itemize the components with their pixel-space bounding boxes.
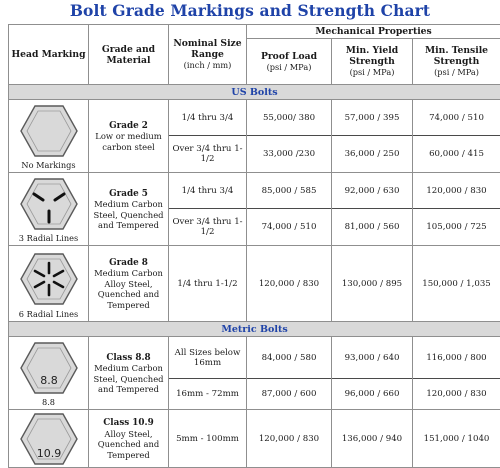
header-tensile-strength: Min. Tensile Strength(psi / MPa) — [413, 39, 500, 85]
material-text: Alloy Steel, Quenched and Tempered — [98, 429, 159, 460]
section-label-metric: Metric Bolts — [221, 324, 287, 335]
grade-name: Grade 8 — [109, 258, 148, 268]
yield-cell: 130,000 / 895 — [332, 246, 413, 322]
yield-cell: 136,000 / 940 — [332, 410, 413, 468]
section-label-us: US Bolts — [231, 87, 277, 98]
tensile-cell: 150,000 / 1,035 — [413, 246, 500, 322]
header-grade-material: Grade and Material — [89, 25, 169, 85]
header-mechanical-properties: Mechanical Properties — [247, 25, 500, 39]
material-text: Medium Carbon Alloy Steel, Quenched and … — [94, 268, 163, 310]
class-8.8-hex-head-icon: 8.8 — [19, 339, 79, 397]
material-text: Low or medium carbon steel — [95, 131, 161, 152]
section-us-bolts: US Bolts — [9, 85, 500, 100]
three-radial-lines-hex-head-icon — [19, 175, 79, 233]
head-marking-cell: 8.8 8.8 — [9, 337, 89, 410]
class-10.9-hex-head-icon: 10.9 — [19, 410, 79, 466]
header-proof-load: Proof Load(psi / MPa) — [247, 39, 332, 85]
tensile-cell: 151,000 / 1040 — [413, 410, 500, 468]
head-marking-cell: 6 Radial Lines — [9, 246, 89, 322]
head-marking-caption: 8.8 — [9, 397, 88, 407]
grade-name: Grade 2 — [109, 121, 148, 131]
section-metric-bolts: Metric Bolts — [9, 322, 500, 337]
chart-title: Bolt Grade Markings and Strength Chart — [0, 0, 500, 22]
bolt-grade-table: Head Marking Grade and Material Nominal … — [8, 24, 500, 468]
proof-cell: 120,000 / 830 — [247, 246, 332, 322]
head-marking-cell: No Markings — [9, 100, 89, 173]
head-marking-caption: 3 Radial Lines — [9, 233, 88, 243]
grade-name: Grade 5 — [109, 189, 148, 199]
size-cell: 1/4 thru 1-1/2 — [169, 246, 247, 322]
plain-hex-head-icon — [19, 102, 79, 160]
grade-name: Class 8.8 — [106, 353, 150, 363]
material-text: Medium Carbon Steel, Quenched and Temper… — [93, 199, 163, 230]
six-radial-lines-hex-head-icon — [19, 249, 79, 309]
material-text: Medium Carbon Steel, Quenched and Temper… — [93, 363, 163, 394]
proof-cell: 120,000 / 830 — [247, 410, 332, 468]
svg-text:8.8: 8.8 — [40, 374, 58, 387]
size-cell: 5mm - 100mm — [169, 410, 247, 468]
head-marking-caption: 6 Radial Lines — [9, 309, 88, 319]
head-marking-caption: No Markings — [9, 160, 88, 170]
grade-name: Class 10.9 — [103, 418, 153, 428]
svg-text:10.9: 10.9 — [36, 447, 61, 460]
header-nominal-size: Nominal Size Range(inch / mm) — [169, 25, 247, 85]
header-head-marking: Head Marking — [9, 25, 89, 85]
head-marking-cell: 10.9 — [9, 410, 89, 468]
head-marking-cell: 3 Radial Lines — [9, 173, 89, 246]
header-yield-strength: Min. Yield Strength(psi / MPa) — [332, 39, 413, 85]
